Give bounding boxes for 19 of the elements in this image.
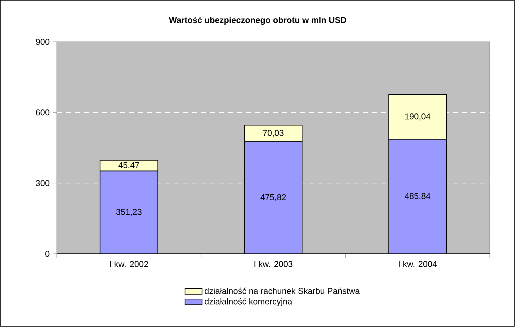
legend-label: działalność komercyjna <box>204 298 292 306</box>
x-tick-label: I kw. 2003 <box>254 261 293 268</box>
data-label: 475,82 <box>260 194 286 202</box>
legend-label: działalność na rachunek Skarbu Państwa <box>204 288 360 294</box>
y-tick-label: 300 <box>36 180 50 186</box>
data-label: 70,03 <box>263 130 284 138</box>
x-tick-label: I kw. 2002 <box>110 261 148 268</box>
bar <box>388 139 448 254</box>
data-label: 351,23 <box>116 209 142 216</box>
data-label: 45,47 <box>118 162 140 170</box>
y-tick-label: 0 <box>46 250 50 258</box>
x-tick-label: I kw. 2004 <box>399 261 438 268</box>
y-tick-label: 900 <box>36 38 50 46</box>
data-label: 485,84 <box>405 193 431 200</box>
bar <box>244 142 302 254</box>
data-label: 190,04 <box>405 114 431 121</box>
y-tick-label: 600 <box>36 110 50 116</box>
bar <box>100 171 158 254</box>
chart-title: Wartość ubezpieczonego obrotu w mln USD <box>169 16 347 26</box>
